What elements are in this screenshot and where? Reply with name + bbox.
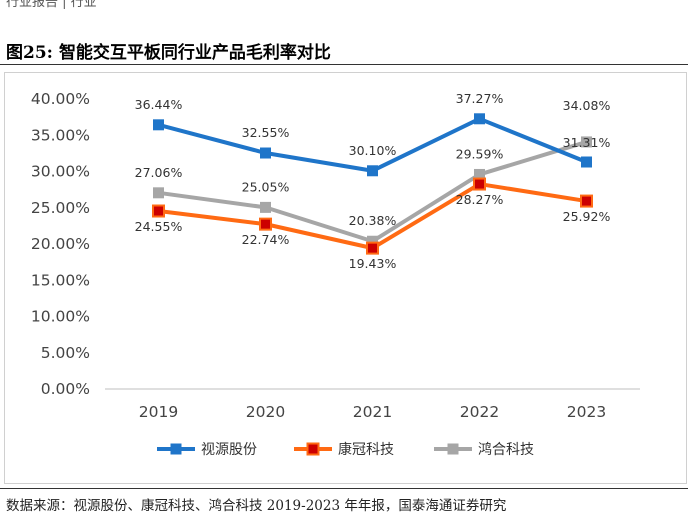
legend-swatch-marker <box>170 443 182 455</box>
data-label: 22.74% <box>242 232 290 247</box>
data-point <box>366 241 379 255</box>
data-point <box>581 136 592 148</box>
data-point <box>367 235 378 247</box>
data-point <box>581 156 592 168</box>
y-tick-label: 30.00% <box>31 163 90 181</box>
data-label: 20.38% <box>349 213 397 228</box>
y-tick-label: 0.00% <box>41 380 90 398</box>
legend-swatch-marker <box>447 443 459 455</box>
data-point <box>152 204 165 218</box>
data-label: 34.08% <box>563 98 611 113</box>
data-label: 37.27% <box>456 91 504 106</box>
data-label: 36.44% <box>135 97 183 112</box>
data-point <box>153 187 164 199</box>
figure-title-text: 智能交互平板同行业产品毛利率对比 <box>58 43 331 63</box>
title-rule <box>0 64 688 65</box>
legend-label: 视源股份 <box>201 442 257 458</box>
chart-frame <box>4 72 687 484</box>
data-point <box>260 147 271 159</box>
data-label: 29.59% <box>456 146 504 161</box>
data-label: 28.27% <box>456 192 504 207</box>
data-point <box>474 168 485 180</box>
data-label: 25.92% <box>563 209 611 224</box>
data-point <box>153 119 164 131</box>
y-tick-label: 25.00% <box>31 199 90 217</box>
source-note: 数据来源：视源股份、康冠科技、鸿合科技 2019-2023 年年报，国泰海通证券… <box>6 498 507 514</box>
data-label: 32.55% <box>242 125 290 140</box>
figure-title: 图25: 智能交互平板同行业产品毛利率对比 <box>6 38 686 63</box>
y-tick-label: 5.00% <box>41 344 90 362</box>
x-tick-label: 2022 <box>460 403 499 421</box>
x-tick-label: 2020 <box>246 403 285 421</box>
data-label: 30.10% <box>349 143 397 158</box>
data-label: 24.55% <box>135 219 183 234</box>
x-tick-label: 2021 <box>353 403 392 421</box>
data-point <box>473 177 486 191</box>
y-tick-label: 35.00% <box>31 126 90 144</box>
y-tick-label: 20.00% <box>31 235 90 253</box>
source-rule <box>0 488 688 489</box>
y-tick-label: 40.00% <box>31 90 90 108</box>
legend-swatch-marker <box>306 442 320 456</box>
legend-label: 鸿合科技 <box>478 441 534 458</box>
legend-label: 康冠科技 <box>338 441 394 458</box>
data-point <box>580 194 593 208</box>
data-label: 31.31% <box>563 135 611 150</box>
data-label: 27.06% <box>135 165 183 180</box>
data-point <box>259 217 272 231</box>
data-point <box>474 113 485 125</box>
data-point <box>260 201 271 213</box>
y-tick-label: 10.00% <box>31 308 90 326</box>
data-point <box>367 165 378 177</box>
header-fragment: 行业报告 | 行业 <box>6 0 97 10</box>
x-tick-label: 2023 <box>567 403 606 421</box>
data-label: 25.05% <box>242 179 290 194</box>
data-label: 19.43% <box>349 256 397 271</box>
x-tick-label: 2019 <box>139 403 178 421</box>
figure-number: 图25: <box>6 43 53 63</box>
y-tick-label: 15.00% <box>31 271 90 289</box>
